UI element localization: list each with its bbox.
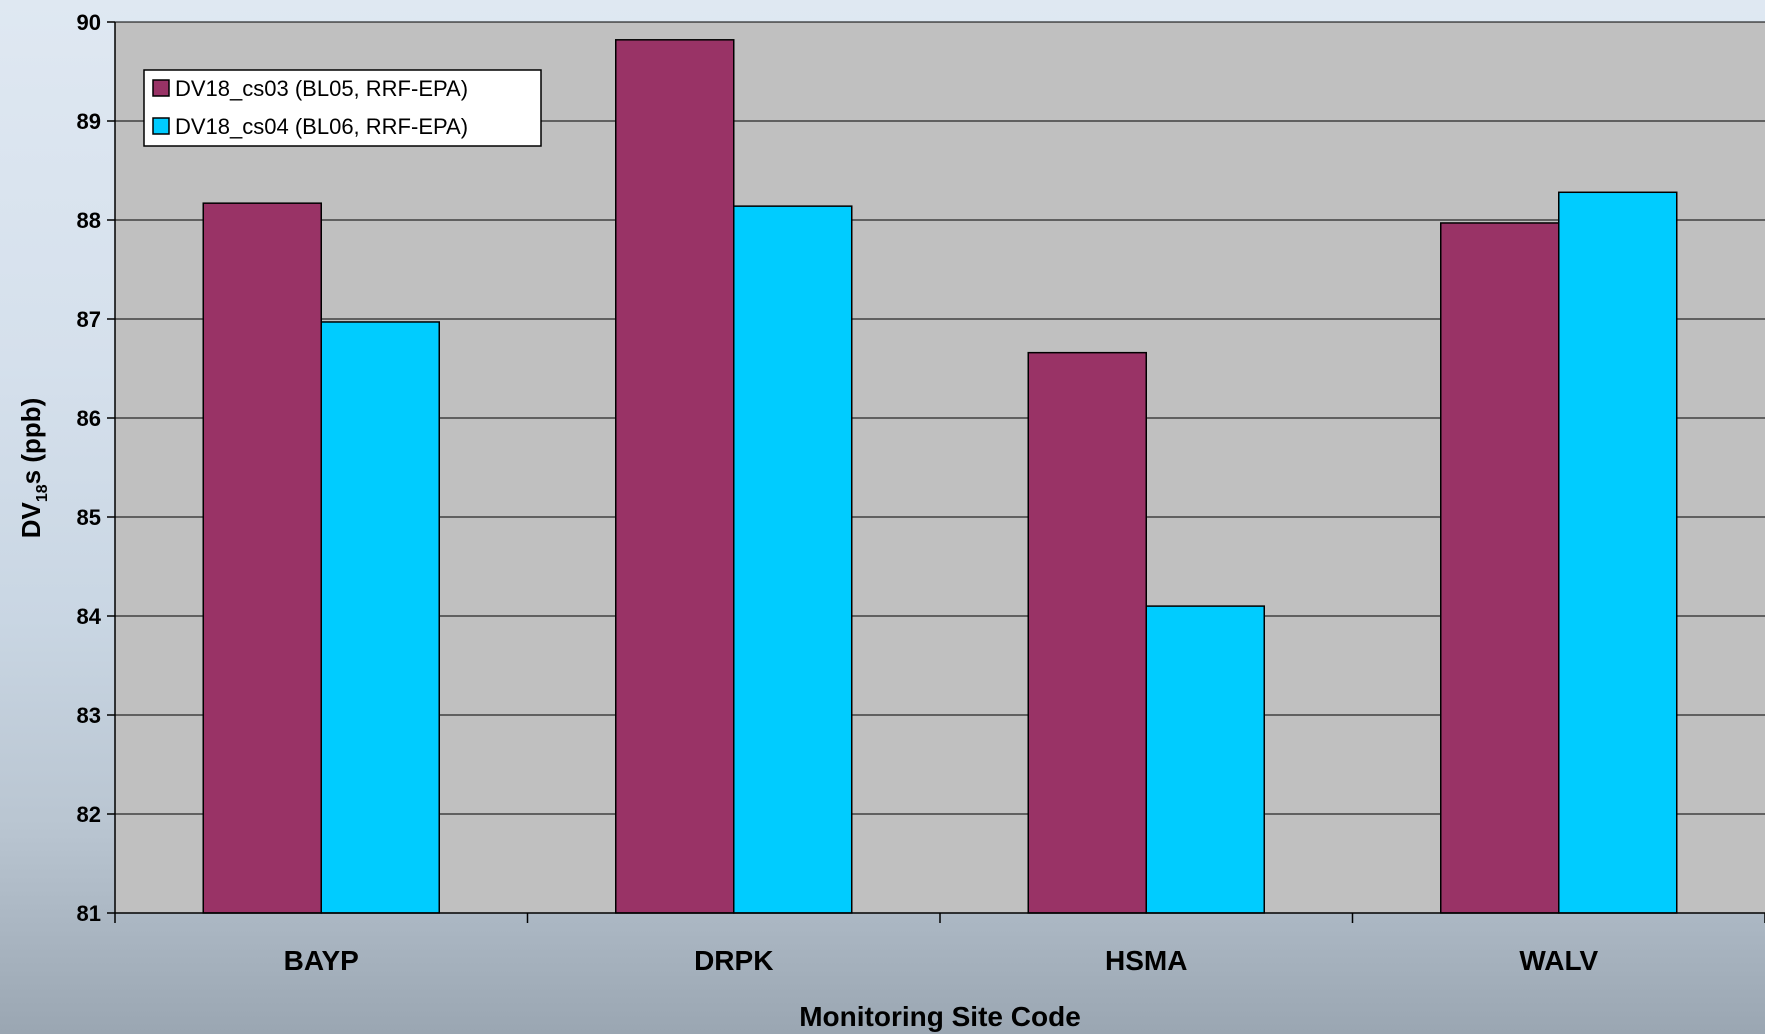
- y-tick-label: 88: [77, 208, 101, 233]
- x-tick-label: HSMA: [1105, 945, 1187, 976]
- legend-label: DV18_cs03 (BL05, RRF-EPA): [175, 76, 468, 101]
- bar-hsma-series-1: [1027, 351, 1147, 914]
- y-tick-label: 90: [77, 10, 101, 35]
- bar-bayp-series-2: [320, 321, 440, 914]
- y-tick-label: 85: [77, 505, 101, 530]
- legend: DV18_cs03 (BL05, RRF-EPA) DV18_cs04 (BL0…: [143, 69, 542, 147]
- legend-box: [143, 69, 542, 147]
- legend-item-1: DV18_cs03 (BL05, RRF-EPA): [152, 76, 468, 101]
- y-tick-label: 86: [77, 406, 101, 431]
- y-tick-label: 81: [77, 901, 101, 926]
- legend-swatch: [152, 79, 170, 97]
- legend-swatch: [152, 117, 170, 135]
- bar-walv-series-2: [1558, 191, 1678, 914]
- x-tick-label: BAYP: [284, 945, 359, 976]
- y-axis-title-subscript: 18: [34, 484, 51, 502]
- axes: [107, 21, 1765, 923]
- y-tick-labels: 81 82 83 84 85 86 87 88 89 90: [77, 10, 102, 926]
- bars: [202, 39, 1678, 914]
- y-axis-title-suffix: s (ppb): [16, 398, 46, 485]
- legend-item-2: DV18_cs04 (BL06, RRF-EPA): [152, 114, 468, 139]
- bar-drpk-series-1: [615, 39, 735, 914]
- y-tick-label: 87: [77, 307, 101, 332]
- y-tick-label: 84: [77, 604, 102, 629]
- legend-label: DV18_cs04 (BL06, RRF-EPA): [175, 114, 468, 139]
- bar-drpk-series-2: [733, 205, 853, 914]
- bar-hsma-series-2: [1145, 605, 1265, 914]
- x-axis-title: Monitoring Site Code: [799, 1001, 1081, 1032]
- y-axis-title: DV18s (ppb): [16, 398, 51, 539]
- y-tick-label: 82: [77, 802, 101, 827]
- bar-bayp-series-1: [202, 202, 322, 914]
- x-tick-label: DRPK: [694, 945, 773, 976]
- bar-walv-series-1: [1440, 222, 1560, 914]
- y-axis-title-main: DV: [16, 502, 46, 539]
- y-tick-label: 89: [77, 109, 101, 134]
- x-tick-label: WALV: [1519, 945, 1598, 976]
- y-tick-label: 83: [77, 703, 101, 728]
- x-tick-labels: BAYP DRPK HSMA WALV: [284, 945, 1599, 976]
